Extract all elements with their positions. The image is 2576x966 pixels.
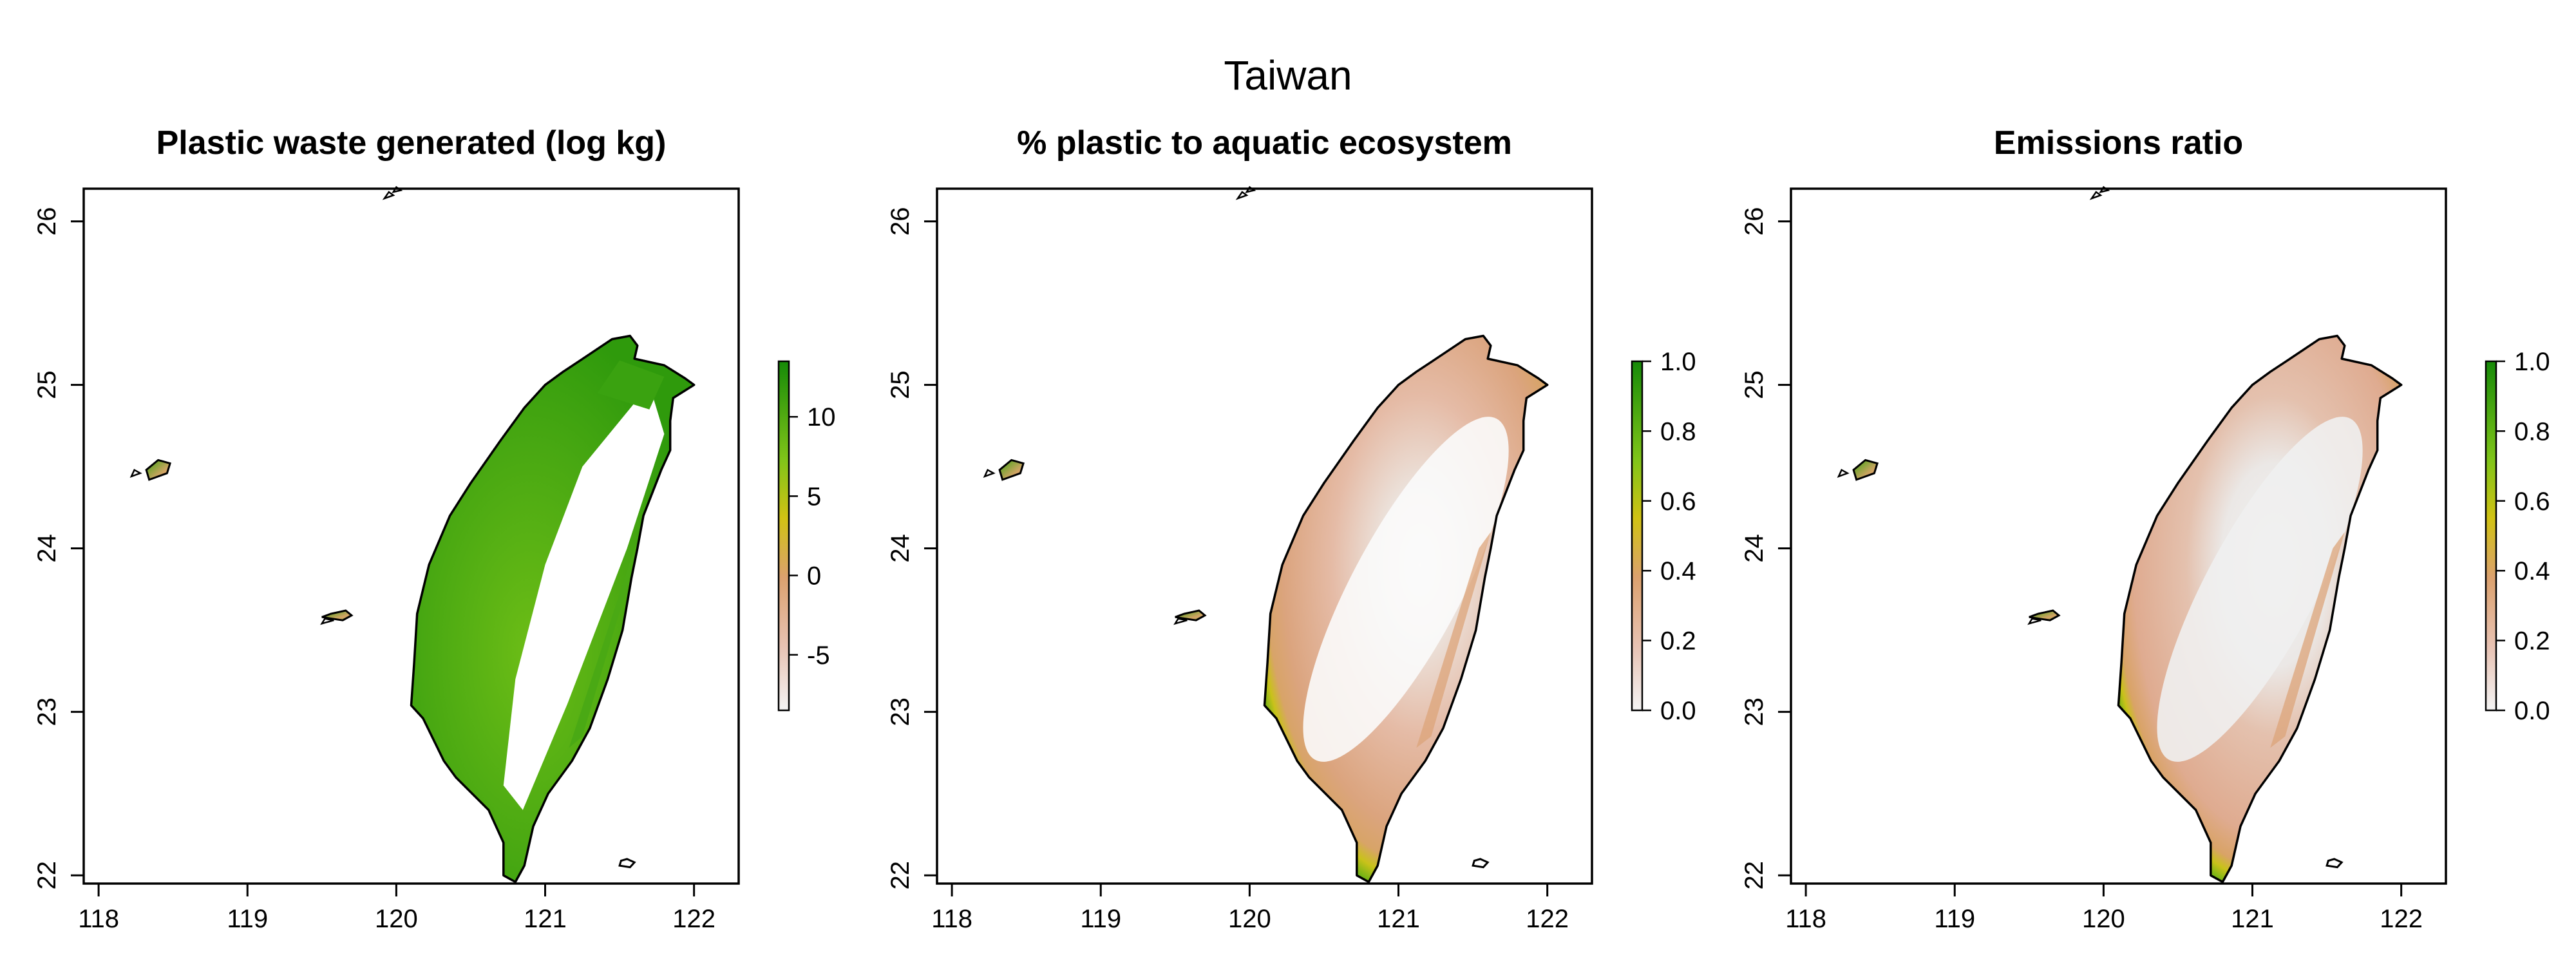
x-tick-label: 119: [1080, 905, 1121, 933]
x-tick-label: 120: [2082, 905, 2125, 933]
panel-title-plastic-waste: Plastic waste generated (log kg): [156, 124, 667, 162]
central-ridge-highlight: [2157, 417, 2363, 762]
legend-tick-label: 1.0: [1660, 348, 1696, 376]
x-tick-label: 121: [1377, 905, 1420, 933]
island-orchid: [618, 858, 636, 869]
map-panel-3: 118 119 120 121 122 22 23 24 25 26 1.0 0.8 0.6 0.4 0.2…: [1740, 185, 2550, 933]
legend-tick-label: 0.4: [1660, 557, 1696, 585]
island-orchid: [1472, 858, 1490, 869]
plot-frame: [936, 187, 1593, 885]
x-tick-label: 122: [672, 905, 715, 933]
y-tick-label: 25: [33, 370, 61, 399]
island-cimei: [1175, 609, 1207, 621]
legend-tick-label: 0.6: [1660, 488, 1696, 516]
legend-tick-label: 0: [807, 562, 821, 591]
x-tick-label: 120: [375, 905, 418, 933]
legend-tick-label: 0.8: [2514, 417, 2550, 446]
panel-title-plastic-to-aquatic: % plastic to aquatic ecosystem: [1017, 124, 1512, 162]
y-tick-label: 25: [886, 370, 914, 399]
y-tick-label: 26: [33, 207, 61, 236]
island-cimei: [321, 609, 354, 621]
island-cimei-islet: [320, 618, 334, 625]
y-tick-label: 22: [886, 861, 914, 890]
island-penghu: [145, 459, 171, 481]
island-matsu: [2089, 191, 2103, 200]
x-tick-label: 118: [1785, 905, 1826, 933]
plot-frame: [82, 187, 740, 885]
mountain-no-data-area: [503, 384, 665, 810]
legend-tick-label: 0.4: [2514, 557, 2550, 585]
map-panel-1: 118 119 120 121 122 22 23 24 25 26 10 5 0 -5: [33, 185, 836, 933]
island-penghu: [1852, 459, 1879, 481]
raster-texture: [503, 360, 665, 810]
y-tick-label: 23: [1740, 697, 1768, 726]
x-tick-label: 122: [2380, 905, 2423, 933]
x-tick-label: 121: [524, 905, 567, 933]
y-tick-label: 23: [33, 697, 61, 726]
legend-tick-label: 5: [807, 482, 821, 511]
island-orchid: [2325, 858, 2344, 869]
east-rift-valley-strip: [2270, 532, 2345, 748]
northern-plain-patch: [597, 360, 665, 410]
x-tick-label: 119: [1934, 905, 1975, 933]
y-tick-label: 23: [886, 697, 914, 726]
x-tick-label: 122: [1526, 905, 1569, 933]
island-cimei-islet: [2027, 618, 2041, 625]
legend-color-bar: [777, 360, 790, 712]
island-cimei-islet: [1173, 618, 1188, 625]
island-penghu-islet: [983, 468, 996, 478]
legend-tick-label: 1.0: [2514, 348, 2550, 376]
legend-tick-label: 0.8: [1660, 417, 1696, 446]
x-tick-label: 119: [227, 905, 268, 933]
legend-tick-label: 0.2: [1660, 627, 1696, 656]
x-tick-label: 118: [78, 905, 119, 933]
coastline-taiwan: [2117, 334, 2403, 884]
raster-texture: [2157, 417, 2363, 762]
legend-tick-label: -5: [807, 641, 830, 670]
legend-tick-label: 0.0: [2514, 697, 2550, 725]
y-tick-label: 25: [1740, 370, 1768, 399]
island-penghu-islet: [1837, 468, 1850, 478]
y-tick-label: 24: [33, 534, 61, 563]
plot-frame: [1790, 187, 2447, 885]
x-tick-label: 120: [1228, 905, 1271, 933]
y-tick-label: 22: [33, 861, 61, 890]
y-tick-label: 26: [1740, 207, 1768, 236]
coastline-taiwan: [1263, 334, 1549, 884]
panel-title-emissions-ratio: Emissions ratio: [1993, 124, 2244, 162]
y-tick-label: 24: [886, 534, 914, 563]
y-tick-label: 24: [1740, 534, 1768, 563]
island-matsu: [1235, 191, 1249, 200]
legend-color-bar: [1631, 360, 1643, 712]
legend-tick-label: 0.0: [1660, 697, 1696, 725]
central-ridge-highlight: [1303, 417, 1509, 762]
island-matsu: [382, 191, 395, 200]
legend-tick-label: 0.6: [2514, 488, 2550, 516]
legend-color-bar: [2485, 360, 2497, 712]
map-panel-2: 118 119 120 121 122 22 23 24 25 26 1.0 0.8 0.6 0.4 0.2…: [886, 185, 1696, 933]
east-rift-valley-strip: [1416, 532, 1491, 748]
legend-tick-label: 0.2: [2514, 627, 2550, 656]
island-cimei: [2029, 609, 2061, 621]
figure-title: Taiwan: [1224, 52, 1352, 99]
y-tick-label: 26: [886, 207, 914, 236]
x-tick-label: 118: [931, 905, 972, 933]
island-penghu: [998, 459, 1025, 481]
x-tick-label: 121: [2231, 905, 2274, 933]
y-tick-label: 22: [1740, 861, 1768, 890]
east-rift-valley-strip: [569, 532, 644, 748]
raster-texture: [1303, 417, 1509, 762]
coastline-taiwan: [410, 334, 696, 884]
island-penghu-islet: [129, 468, 142, 478]
legend-tick-label: 10: [807, 403, 836, 431]
